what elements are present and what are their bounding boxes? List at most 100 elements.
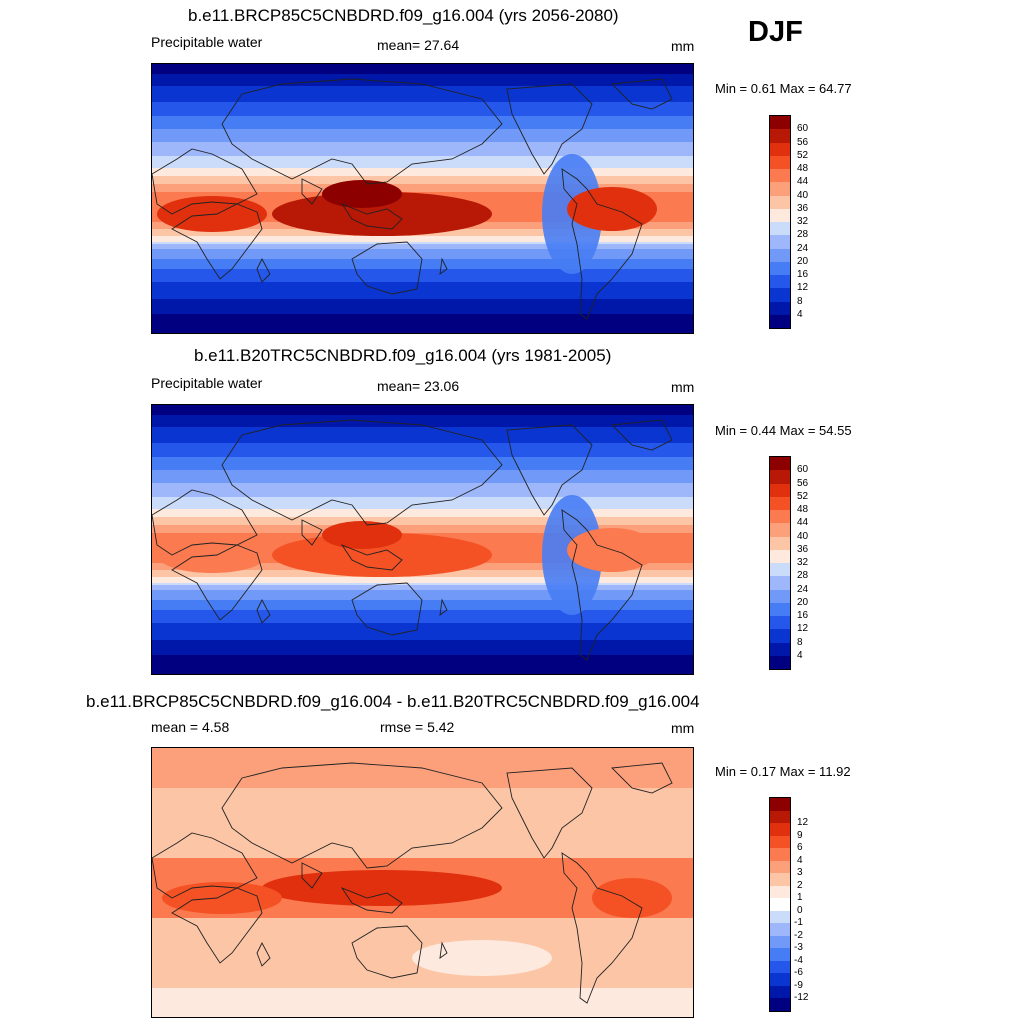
colorbar-segment <box>770 960 790 974</box>
coastlines <box>152 419 673 661</box>
colorbar-segment <box>770 314 790 328</box>
colorbar-segment <box>770 848 790 861</box>
colorbar-segment <box>770 655 790 669</box>
colorbar-tick-label: -12 <box>794 992 809 1004</box>
colorbar-tick-label: -4 <box>794 954 803 966</box>
colorbar-segment <box>770 235 790 249</box>
colorbar-segment <box>770 129 790 143</box>
colorbar-segment <box>770 496 790 510</box>
colorbar-segment <box>770 510 790 524</box>
colorbar-segment <box>770 301 790 315</box>
colorbar-tick-label: 52 <box>797 490 809 502</box>
colorbar-tick-label: 32 <box>797 216 809 227</box>
coastlines <box>152 762 673 1004</box>
colorbar-tick-label: 4 <box>797 854 803 866</box>
colorbar-tick-label: 4 <box>797 649 803 661</box>
colorbar-tick-label: 4 <box>797 308 803 320</box>
colorbar-segment <box>770 998 790 1011</box>
panel2-variable-label: Precipitable water <box>151 375 263 391</box>
colorbar-tick-label: 0 <box>797 904 803 916</box>
colorbar-tick-label: 40 <box>797 530 809 542</box>
colorbar-segment <box>770 602 790 616</box>
panel2-title: b.e11.B20TRC5CNBDRD.f09_g16.004 (yrs 198… <box>194 346 612 365</box>
colorbar-segment <box>770 116 790 130</box>
colorbar-segment <box>770 873 790 886</box>
panel1-title: b.e11.BRCP85C5CNBDRD.f09_g16.004 (yrs 20… <box>188 6 619 25</box>
colorbar-segment <box>770 798 790 811</box>
panel1-map <box>151 63 694 334</box>
colorbar-tick-label: 40 <box>797 189 809 201</box>
colorbar-segment <box>770 155 790 169</box>
colorbar-tick-label: 60 <box>797 464 809 476</box>
colorbar-tick-label: -9 <box>794 979 803 991</box>
colorbar-tick-label: 44 <box>797 176 809 188</box>
colorbar-segment <box>770 261 790 275</box>
panel2-mean-label: mean= 23.06 <box>377 378 460 394</box>
colorbar-segment <box>770 923 790 936</box>
colorbar-tick-label: -2 <box>794 929 803 941</box>
colorbar-tick-label: 24 <box>797 242 809 254</box>
colorbar-segment <box>770 275 790 289</box>
panel3-map <box>151 747 694 1018</box>
colorbar-tick-label: 24 <box>797 583 809 595</box>
colorbar-segment <box>770 536 790 550</box>
panel3-mean-label: mean = 4.58 <box>151 719 230 735</box>
colorbar-segment <box>770 549 790 563</box>
panel1-minmax: Min = 0.61 Max = 64.77 <box>715 81 852 96</box>
colorbar-tick-label: 28 <box>797 229 809 241</box>
colorbar-segment <box>770 898 790 911</box>
colorbar-segment <box>770 483 790 497</box>
panel3-units: mm <box>671 720 695 736</box>
panel3-minmax: Min = 0.17 Max = 11.92 <box>715 764 851 779</box>
colorbar-tick-label: 48 <box>797 504 809 515</box>
panel3-colorbar <box>769 797 791 1012</box>
colorbar-segment <box>770 835 790 849</box>
panel1-mean-label: mean= 27.64 <box>377 37 460 53</box>
colorbar-segment <box>770 523 790 537</box>
colorbar-segment <box>770 810 790 824</box>
colorbar-segment <box>770 616 790 630</box>
colorbar-segment <box>770 563 790 577</box>
colorbar-segment <box>770 823 790 836</box>
colorbar-segment <box>770 208 790 222</box>
colorbar-segment <box>770 642 790 656</box>
colorbar-tick-label: 16 <box>797 610 809 621</box>
colorbar-segment <box>770 973 790 986</box>
panel2-minmax: Min = 0.44 Max = 54.55 <box>715 423 852 438</box>
colorbar-tick-label: 12 <box>797 817 809 829</box>
colorbar-segment <box>770 195 790 209</box>
colorbar-tick-label: 3 <box>797 867 803 879</box>
colorbar-segment <box>770 288 790 302</box>
colorbar-segment <box>770 985 790 999</box>
colorbar-segment <box>770 169 790 183</box>
colorbar-tick-label: 8 <box>797 295 803 307</box>
panel2-units: mm <box>671 379 695 395</box>
colorbar-segment <box>770 222 790 236</box>
colorbar-tick-label: 20 <box>797 596 809 608</box>
colorbar-tick-label: 6 <box>797 842 803 854</box>
colorbar-tick-label: 56 <box>797 136 809 148</box>
colorbar-segment <box>770 589 790 603</box>
colorbar-segment <box>770 910 790 924</box>
colorbar-tick-label: 48 <box>797 163 809 174</box>
colorbar-tick-label: 8 <box>797 636 803 648</box>
colorbar-segment <box>770 629 790 643</box>
colorbar-tick-label: 12 <box>797 623 809 635</box>
colorbar-segment <box>770 248 790 262</box>
colorbar-tick-label: 60 <box>797 123 809 135</box>
colorbar-tick-label: 16 <box>797 269 809 280</box>
colorbar-tick-label: 32 <box>797 557 809 568</box>
colorbar-tick-label: 36 <box>797 543 809 555</box>
colorbar-tick-label: 28 <box>797 570 809 582</box>
colorbar-tick-label: 36 <box>797 202 809 214</box>
colorbar-tick-label: 12 <box>797 282 809 294</box>
colorbar-segment <box>770 576 790 590</box>
colorbar-tick-label: 1 <box>797 892 803 904</box>
colorbar-segment <box>770 948 790 961</box>
panel1-variable-label: Precipitable water <box>151 34 263 50</box>
colorbar-segment <box>770 935 790 949</box>
season-label: DJF <box>748 16 803 48</box>
colorbar-segment <box>770 182 790 196</box>
colorbar-tick-label: 44 <box>797 517 809 529</box>
colorbar-segment <box>770 457 790 471</box>
